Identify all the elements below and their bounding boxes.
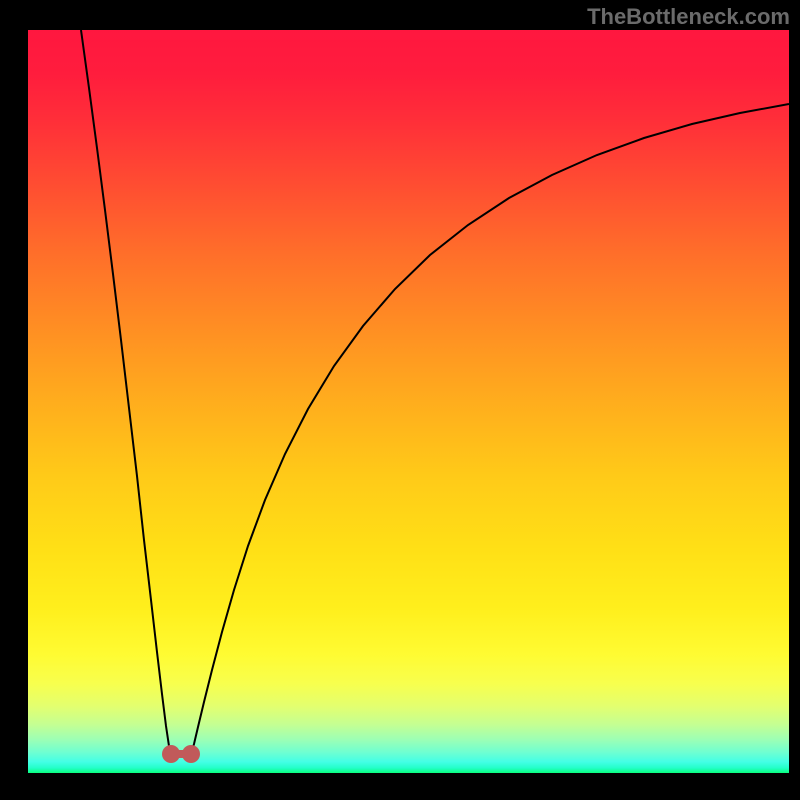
plot-area <box>28 30 789 773</box>
chart-container: TheBottleneck.com <box>0 0 800 800</box>
watermark-text: TheBottleneck.com <box>587 4 790 30</box>
marker-dot-0 <box>162 745 180 763</box>
curve-layer <box>28 30 789 773</box>
right-curve <box>191 104 789 754</box>
marker-dot-1 <box>182 745 200 763</box>
left-curve <box>81 30 171 754</box>
